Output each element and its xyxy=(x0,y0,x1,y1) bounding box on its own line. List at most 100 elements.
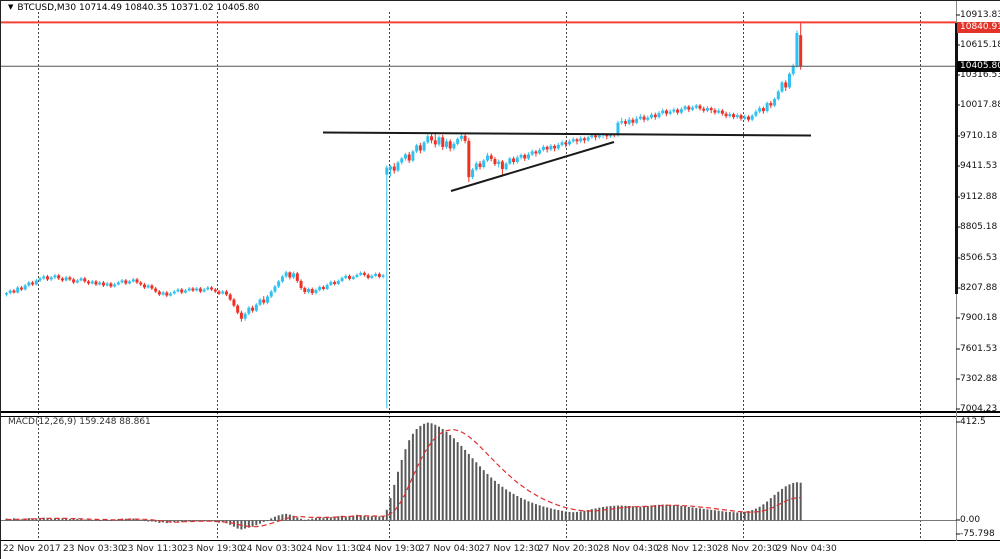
macd-histogram-bar xyxy=(799,482,802,521)
candle-bear xyxy=(31,282,35,285)
candle-bear xyxy=(154,288,158,292)
candle-bull xyxy=(8,290,12,294)
candle-bull xyxy=(284,272,288,277)
candle-bull xyxy=(568,141,572,145)
macd-histogram-bar xyxy=(624,505,627,521)
candle-bull xyxy=(556,144,560,149)
candle-bull xyxy=(105,283,109,286)
candle-bull xyxy=(743,116,747,119)
candle-bull xyxy=(49,277,53,280)
candle-bull xyxy=(221,291,225,294)
macd-histogram-bar xyxy=(273,516,276,521)
macd-histogram-bar xyxy=(173,520,176,523)
candle-bull xyxy=(508,158,512,164)
macd-histogram-bar xyxy=(657,504,660,521)
candle-bull xyxy=(560,142,564,145)
candle-bull xyxy=(265,296,269,303)
macd-histogram-bar xyxy=(27,518,30,521)
macd-histogram-bar xyxy=(475,462,478,521)
candle-bear xyxy=(761,108,765,112)
candle-bear xyxy=(631,119,635,123)
candle-bear xyxy=(534,151,538,154)
candle-bull xyxy=(269,291,273,297)
macd-histogram-bar xyxy=(512,493,515,521)
trendline-support[interactable] xyxy=(450,141,615,192)
candle-bear xyxy=(262,299,266,303)
candle-bull xyxy=(609,134,613,137)
price-scale-label: 7004.23 xyxy=(960,404,998,414)
macd-histogram-bar xyxy=(699,508,702,521)
macd-histogram-bar xyxy=(91,519,94,521)
macd-histogram-bar xyxy=(292,515,295,521)
trendline-resistance[interactable] xyxy=(322,131,812,137)
macd-histogram-bar xyxy=(329,517,332,521)
macd-histogram-bar xyxy=(508,491,511,521)
candle-bull xyxy=(325,284,329,289)
macd-histogram-bar xyxy=(382,516,385,521)
ask-price-badge: 10840.91 xyxy=(957,22,1000,33)
macd-histogram-bar xyxy=(195,520,198,522)
candle-bull xyxy=(195,288,199,291)
macd-histogram-bar xyxy=(546,507,549,521)
macd-histogram-bar xyxy=(691,507,694,521)
macd-histogram-bar xyxy=(795,482,798,521)
candle-bull xyxy=(541,146,545,150)
candle-bear xyxy=(139,282,143,285)
time-scale-label: 28 Nov 12:30 xyxy=(657,544,718,554)
candle-bull xyxy=(650,114,654,118)
macd-histogram-bar xyxy=(61,518,64,521)
macd-histogram-bar xyxy=(710,509,713,521)
candle-bull xyxy=(98,282,102,285)
price-scale-label: 7900.18 xyxy=(960,313,998,323)
candle-bear xyxy=(732,114,736,118)
candle-bull xyxy=(426,136,430,143)
macd-histogram-bar xyxy=(684,506,687,521)
candle-bull xyxy=(683,106,687,110)
scale-range-bar xyxy=(955,23,958,294)
candle-bear xyxy=(799,35,803,67)
time-scale-label: 27 Nov 20:30 xyxy=(538,544,599,554)
candle-bear xyxy=(251,307,255,311)
macd-histogram-bar xyxy=(467,453,470,521)
symbol-dropdown-icon[interactable]: ▼ xyxy=(8,3,14,11)
candle-bull xyxy=(34,280,38,285)
candle-bear xyxy=(288,272,292,278)
macd-histogram-bar xyxy=(721,511,724,521)
candle-bear xyxy=(407,154,411,161)
candle-bull xyxy=(415,145,419,152)
macd-histogram-bar xyxy=(650,505,653,521)
price-scale-label: 8805.18 xyxy=(960,222,998,232)
macd-signal-line xyxy=(6,429,801,528)
macd-histogram-bar xyxy=(426,422,429,521)
macd-histogram-bar xyxy=(602,506,605,521)
candle-bear xyxy=(57,275,61,279)
candle-bull xyxy=(530,151,534,155)
candle-bull xyxy=(519,154,523,158)
candle-bear xyxy=(642,116,646,120)
macd-histogram-bar xyxy=(132,518,135,521)
candle-bull xyxy=(504,163,508,170)
candle-bull xyxy=(638,116,642,119)
candle-bear xyxy=(180,289,184,293)
candle-bear xyxy=(362,272,366,275)
candle-bull xyxy=(497,161,501,165)
macd-histogram-bar xyxy=(326,516,329,521)
candle-bear xyxy=(87,281,91,284)
macd-histogram-bar xyxy=(575,511,578,521)
candle-bull xyxy=(169,293,173,296)
macd-histogram-bar xyxy=(665,504,668,521)
candle-bear xyxy=(720,110,724,114)
macd-histogram-bar xyxy=(572,512,575,521)
candle-bull xyxy=(456,138,460,144)
candle-bear xyxy=(463,135,467,141)
candle-bull xyxy=(657,113,661,118)
candle-bull xyxy=(776,91,780,100)
macd-histogram-bar xyxy=(139,519,142,521)
price-scale-label: 7601.53 xyxy=(960,344,998,354)
macd-histogram-bar xyxy=(65,518,68,521)
candle-bear xyxy=(553,145,557,149)
macd-histogram-bar xyxy=(725,511,728,521)
candle-bear xyxy=(228,294,232,300)
candle-bull xyxy=(183,290,187,293)
